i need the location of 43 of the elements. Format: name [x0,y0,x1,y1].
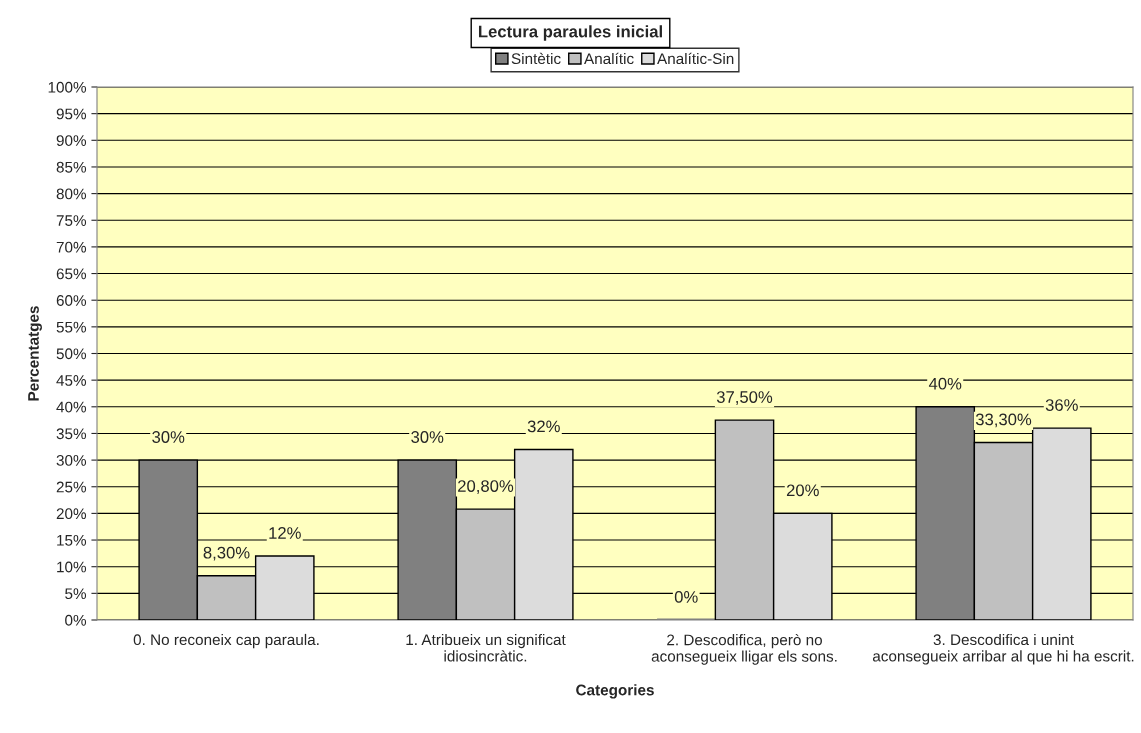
data-label: 20% [786,484,819,497]
legend-label: Analític-Sin [657,52,734,65]
y-tick-label: 60% [56,295,87,306]
y-tick-label: 85% [56,161,87,173]
y-tick-label: 80% [56,188,87,200]
y-tick-label: 40% [56,401,87,413]
chart-title: Lectura paraules inicial [478,25,662,41]
y-tick-label: 90% [56,135,87,146]
data-label: 12% [269,527,301,539]
y-tick-label: 45% [56,375,87,386]
x-tick-label: 0. No reconeix cap paraula. [133,633,319,649]
y-tick-label: 50% [56,348,87,360]
y-tick-label: 5% [65,588,87,600]
y-axis-title: Percentatges [28,306,42,401]
data-label: 32% [527,420,560,433]
y-tick-label: 30% [56,454,87,466]
x-tick-label: 1. Atribueix un significat idiosincràtic. [406,633,566,662]
x-tick-label: 2. Descodifica, però no aconsegueix lligar els sons. [651,633,837,665]
data-label: 30% [411,431,444,443]
data-label: 0% [674,591,698,603]
data-label: 33,30% [975,413,1032,428]
data-label: 36% [1045,399,1078,411]
data-label: 40% [928,377,962,390]
legend-label: Analític [584,52,634,65]
y-tick-label: 95% [56,108,87,120]
data-label: 8,30% [203,546,250,561]
y-tick-label: 100% [48,81,87,93]
y-tick-label: 10% [57,561,87,573]
y-tick-label: 0% [65,614,87,626]
y-tick-label: 25% [56,481,87,493]
y-tick-label: 65% [56,268,87,280]
legend-label: Sintètic [511,52,561,65]
y-tick-label: 20% [56,508,87,520]
data-label: 30% [152,431,185,443]
y-tick-label: 15% [57,534,87,546]
y-tick-label: 35% [56,428,87,440]
data-label: 20,80% [458,480,514,494]
data-label: 37,50% [716,391,773,405]
x-axis-title: Categories [576,684,654,699]
y-tick-label: 75% [56,215,87,226]
y-tick-label: 55% [56,321,87,333]
x-tick-label: 3. Descodifica i unint aconsegueix arribar al que hi ha escrit. [872,633,1134,665]
y-tick-label: 70% [56,241,87,253]
